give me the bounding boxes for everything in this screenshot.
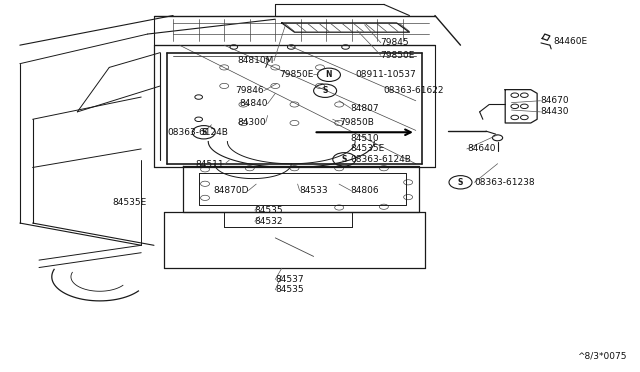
Text: 08363-61622: 08363-61622 xyxy=(384,86,444,95)
Text: 08363-61238: 08363-61238 xyxy=(474,178,535,187)
Text: 84806: 84806 xyxy=(351,186,380,195)
Text: 79846: 79846 xyxy=(235,86,264,95)
Text: 79850E: 79850E xyxy=(279,70,314,79)
Text: 84870D: 84870D xyxy=(213,186,248,195)
Text: 84807: 84807 xyxy=(351,104,380,113)
Text: 84511: 84511 xyxy=(196,160,224,169)
Text: 84533: 84533 xyxy=(300,186,328,195)
Text: 84535E: 84535E xyxy=(113,198,147,207)
Text: S: S xyxy=(458,178,463,187)
Text: 84670: 84670 xyxy=(540,96,569,105)
Text: S: S xyxy=(201,128,207,137)
Text: 79850B: 79850B xyxy=(339,118,374,127)
Text: 84537: 84537 xyxy=(275,275,304,284)
Text: 08363-6124B: 08363-6124B xyxy=(351,155,412,164)
Text: 84535: 84535 xyxy=(275,285,304,294)
Text: 84510: 84510 xyxy=(351,134,380,143)
Text: S: S xyxy=(323,86,328,95)
Text: 84810M: 84810M xyxy=(237,56,274,65)
Text: 79850E: 79850E xyxy=(381,51,415,60)
Text: 84532: 84532 xyxy=(255,217,284,226)
Text: N: N xyxy=(326,70,332,79)
Text: 08363-6124B: 08363-6124B xyxy=(167,128,228,137)
Text: 84840: 84840 xyxy=(239,99,268,108)
Text: 79845: 79845 xyxy=(381,38,410,47)
Text: 84430: 84430 xyxy=(540,108,569,116)
Text: 84640: 84640 xyxy=(467,144,495,153)
Text: S: S xyxy=(342,155,347,164)
Text: 84535E: 84535E xyxy=(351,144,385,153)
Text: 84535: 84535 xyxy=(255,206,284,215)
Text: ^8/3*0075: ^8/3*0075 xyxy=(577,351,627,360)
Text: 84300: 84300 xyxy=(237,118,266,127)
Text: 84460E: 84460E xyxy=(553,37,588,46)
Text: 08911-10537: 08911-10537 xyxy=(356,70,417,79)
